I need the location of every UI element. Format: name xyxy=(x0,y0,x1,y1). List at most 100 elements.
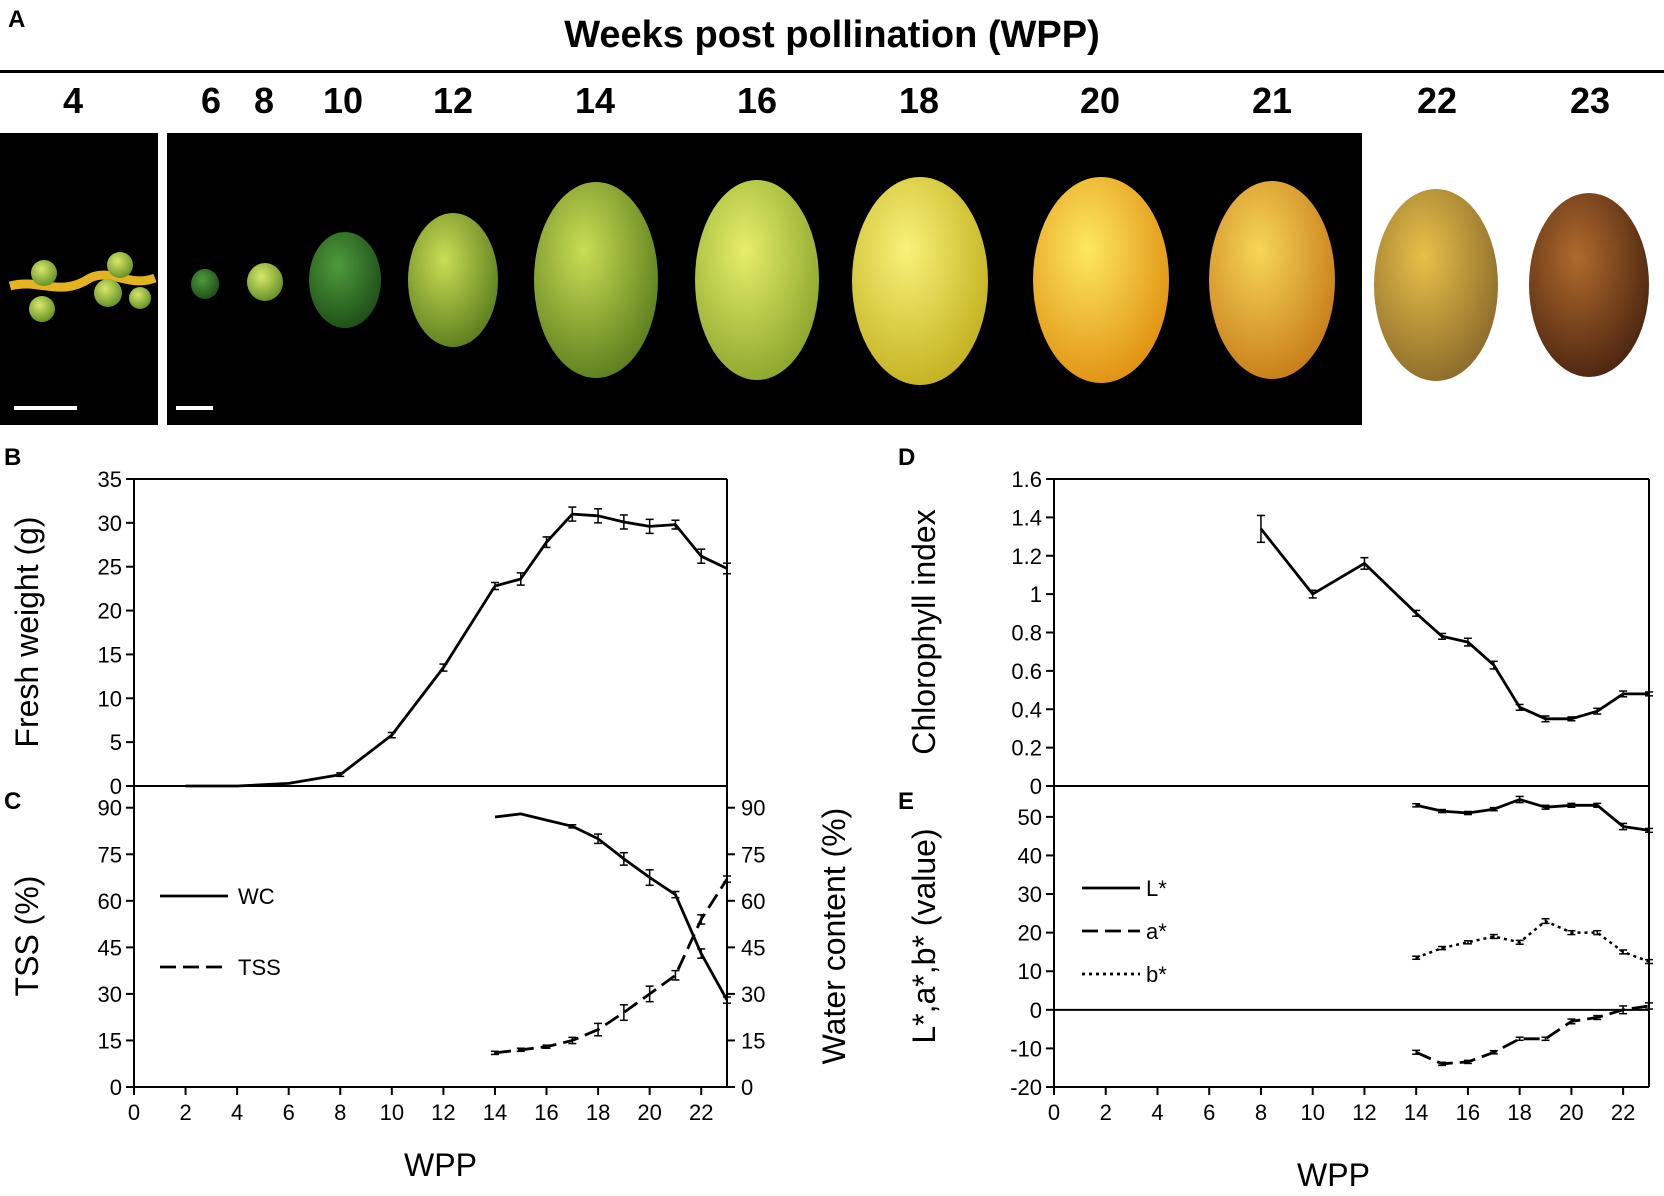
chart-e-ytick-label: -20 xyxy=(1010,1075,1042,1100)
fruit-stalk xyxy=(8,270,157,292)
chart-d-ytick-label: 1.4 xyxy=(1011,505,1042,530)
chart-d-series-chlorophyll-index xyxy=(1259,528,1649,721)
week-label-8: 8 xyxy=(253,80,275,121)
chart-d-ytick-label: 0.6 xyxy=(1011,659,1042,684)
chart-c-ytick-right-label: 75 xyxy=(741,842,765,867)
chart-e-ytick-label: 50 xyxy=(1018,805,1042,830)
chart-e-xtick-label: 14 xyxy=(1404,1100,1428,1125)
fruit-w6 xyxy=(191,269,219,299)
chart-b-ytick-label: 10 xyxy=(98,686,122,711)
chart-e-xtick-label: 10 xyxy=(1300,1100,1324,1125)
fruit-w23 xyxy=(1529,193,1649,377)
fruit-w4-e xyxy=(129,287,151,309)
chart-d-ytick-label: 0 xyxy=(1030,774,1042,799)
chart-e-ytick-label: 0 xyxy=(1030,998,1042,1023)
chart-e-ylabel: L*,a*,b* (value) xyxy=(906,828,942,1043)
panel-letter-b: B xyxy=(4,444,22,471)
chart-d-ytick-label: 1.2 xyxy=(1011,544,1042,569)
chart-c-xtick-label: 2 xyxy=(179,1100,191,1125)
week-label-21: 21 xyxy=(1251,80,1293,121)
chart-c-xlabel: WPP xyxy=(404,1147,477,1183)
chart-c-xtick-label: 6 xyxy=(283,1100,295,1125)
week-label-23: 23 xyxy=(1569,80,1611,121)
chart-c-ylabel: TSS (%) xyxy=(9,876,45,997)
chart-d-ytick-label: 1 xyxy=(1030,582,1042,607)
chart-c-ytick-label: 45 xyxy=(98,935,122,960)
fruit-w4-d xyxy=(29,296,55,322)
chart-b-ytick-label: 15 xyxy=(98,642,122,667)
fruit-w4-a xyxy=(31,260,57,286)
chart-c-legend-label-0: WC xyxy=(238,884,275,909)
chart-b-ytick-label: 5 xyxy=(110,730,122,755)
week-label-10: 10 xyxy=(322,80,364,121)
chart-e-xlabel: WPP xyxy=(1297,1157,1370,1193)
chart-e-legend-label-2: b* xyxy=(1146,962,1167,987)
fruit-w4-c xyxy=(94,279,122,307)
chart-c-xtick-label: 20 xyxy=(637,1100,661,1125)
chart-c-ytick-right-label: 15 xyxy=(741,1028,765,1053)
chart-e-xtick-label: 22 xyxy=(1611,1100,1635,1125)
chart-e-ytick-label: 20 xyxy=(1018,921,1042,946)
chart-c-xtick-label: 22 xyxy=(689,1100,713,1125)
chart-c-ytick-right-label: 0 xyxy=(741,1075,753,1100)
chart-b-ytick-label: 0 xyxy=(110,774,122,799)
week-label-6: 6 xyxy=(200,80,222,121)
panel-letter-c: C xyxy=(4,788,22,815)
chart-e-xtick-label: 4 xyxy=(1151,1100,1163,1125)
chart-b-ytick-label: 25 xyxy=(98,555,122,580)
week-label-16: 16 xyxy=(736,80,778,121)
chart-d-ytick-label: 0.8 xyxy=(1011,621,1042,646)
fruit-w8 xyxy=(247,263,283,301)
fruit-photo-strip xyxy=(0,133,1649,425)
chart-e-ytick-label: 10 xyxy=(1018,959,1042,984)
chart-c-ytick-label: 75 xyxy=(98,842,122,867)
chart-c-xtick-label: 16 xyxy=(534,1100,558,1125)
panel-letter-e: E xyxy=(898,788,915,815)
chart-e-xtick-label: 12 xyxy=(1352,1100,1376,1125)
panel-letter-d: D xyxy=(898,444,916,471)
chart-c-ytick-label: 90 xyxy=(98,796,122,821)
chart-e-xtick-label: 18 xyxy=(1507,1100,1531,1125)
chart-c-ytick-right-label: 45 xyxy=(741,935,765,960)
chart-e-series-b xyxy=(1415,919,1650,963)
chart-c-ylabel-right: Water content (%) xyxy=(816,808,852,1065)
chart-c-legend-label-1: TSS xyxy=(238,955,281,980)
chart-e-ytick-label: 40 xyxy=(1018,843,1042,868)
week-label-22: 22 xyxy=(1416,80,1458,121)
fruit-w4-b xyxy=(107,252,133,278)
title-rule xyxy=(0,70,1664,73)
chart-c-xtick-label: 12 xyxy=(431,1100,455,1125)
chart-c-ytick-right-label: 60 xyxy=(741,889,765,914)
chart-c-series-wc xyxy=(494,812,729,1001)
chart-e-legend-label-0: L* xyxy=(1146,876,1167,901)
chart-e-legend-label-1: a* xyxy=(1146,919,1167,944)
chart-c-xtick-label: 14 xyxy=(483,1100,507,1125)
week-label-14: 14 xyxy=(574,80,616,121)
fruit-w21 xyxy=(1209,181,1335,379)
chart-c-ytick-label: 30 xyxy=(98,982,122,1007)
chart-c-ytick-right-label: 30 xyxy=(741,982,765,1007)
chart-c-ytick-right-label: 90 xyxy=(741,796,765,821)
chart-e-xtick-label: 0 xyxy=(1048,1100,1060,1125)
chart-d-ytick-label: 0.4 xyxy=(1011,697,1042,722)
chart-e-xtick-label: 6 xyxy=(1203,1100,1215,1125)
panel-letter-a: A xyxy=(8,6,26,33)
week-label-18: 18 xyxy=(898,80,940,121)
chart-b-series-fresh-weight xyxy=(185,512,728,788)
chart-e-xtick-label: 20 xyxy=(1559,1100,1583,1125)
chart-e-xtick-label: 2 xyxy=(1100,1100,1112,1125)
week-label-20: 20 xyxy=(1079,80,1121,121)
chart-e-xtick-label: 8 xyxy=(1255,1100,1267,1125)
photo-panel-title: Weeks post pollination (WPP) xyxy=(564,14,1100,56)
chart-c-xtick-label: 4 xyxy=(231,1100,243,1125)
chart-e-series-l xyxy=(1415,798,1650,832)
chart-b-ytick-label: 35 xyxy=(98,467,122,492)
chart-c-ytick-label: 60 xyxy=(98,889,122,914)
fruit-w20 xyxy=(1033,177,1169,383)
chart-b-ylabel: Fresh weight (g) xyxy=(9,516,45,747)
chart-e-xtick-label: 16 xyxy=(1456,1100,1480,1125)
chart-e-ytick-label: -10 xyxy=(1010,1036,1042,1061)
chart-c-xtick-label: 8 xyxy=(334,1100,346,1125)
chart-d-ylabel: Chlorophyll index xyxy=(906,509,942,754)
